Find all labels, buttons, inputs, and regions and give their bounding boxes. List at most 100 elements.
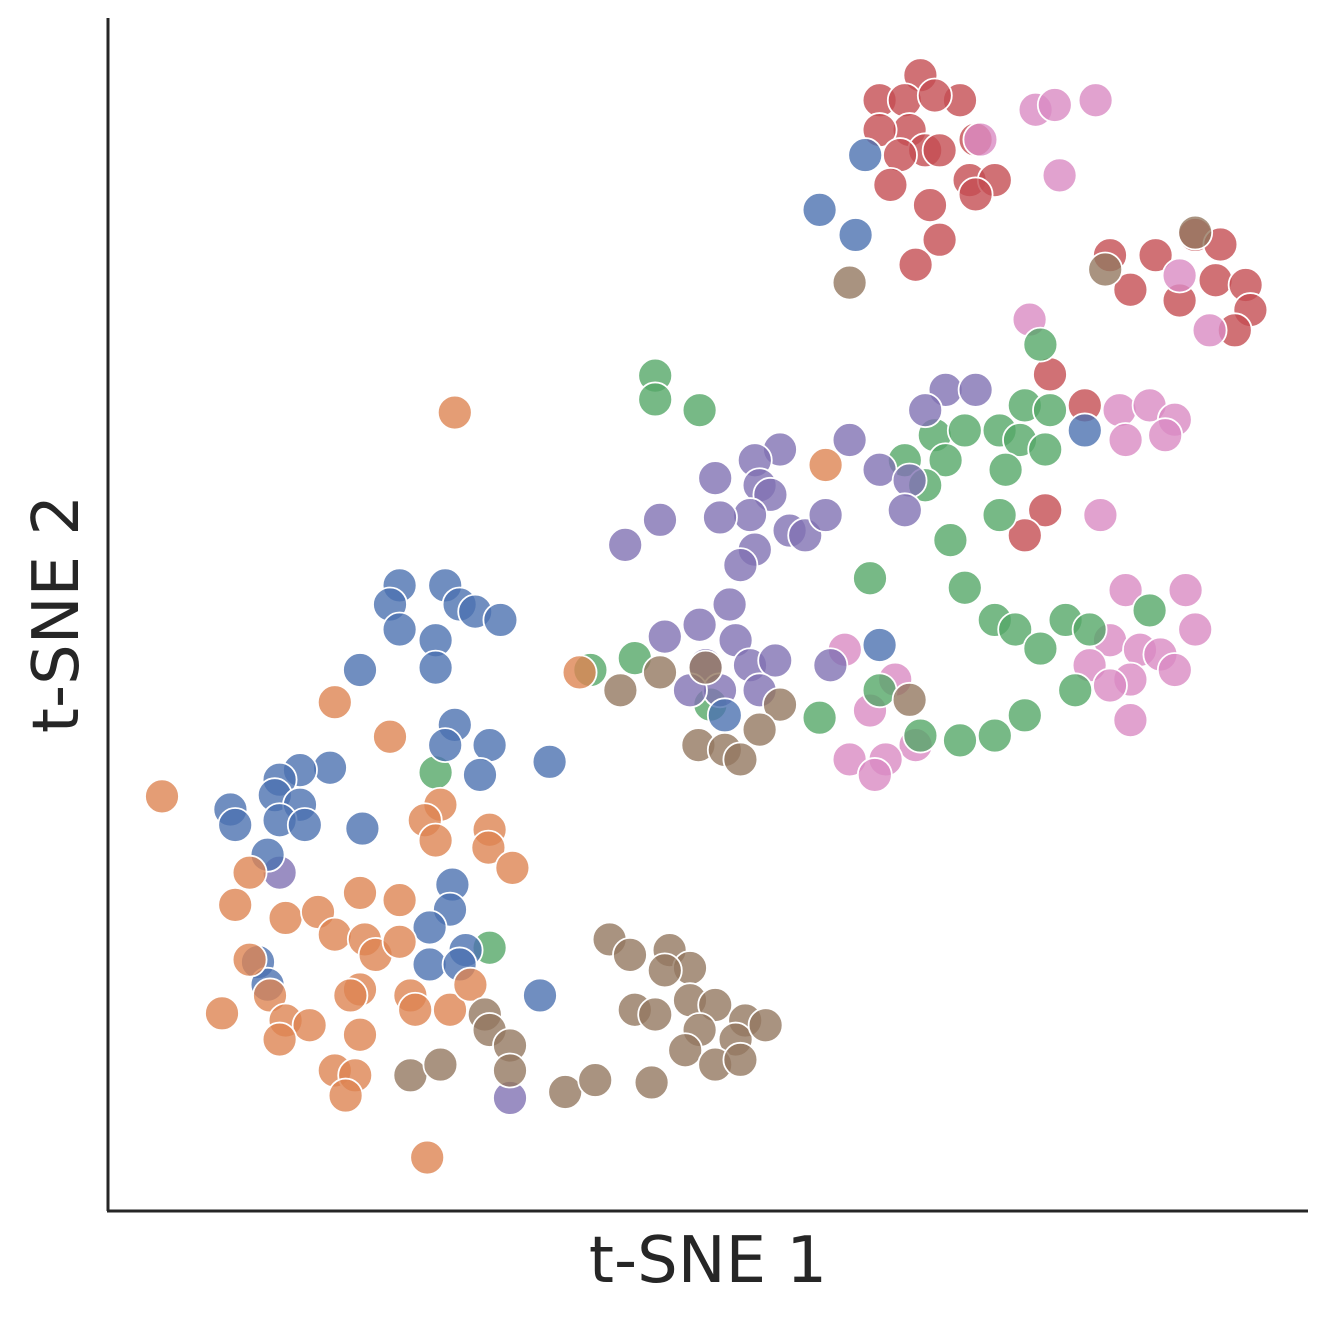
point [411,909,448,946]
point [702,499,738,536]
point [1071,611,1108,648]
point [637,381,674,418]
point [637,996,674,1033]
point [957,176,994,213]
point [861,451,898,488]
point [577,1062,614,1098]
point [316,684,353,721]
point [342,875,378,911]
point [1082,497,1119,533]
points [144,57,1269,1176]
point [411,946,448,983]
point [927,442,964,479]
point [494,849,531,886]
point [332,977,369,1014]
point [144,778,180,815]
point [1077,82,1114,119]
x-axis-label: t-SNE 1 [589,1224,827,1298]
point [837,217,874,253]
point [422,1046,459,1083]
point [891,681,928,718]
point [807,497,844,533]
point [286,807,323,843]
point [722,1041,759,1078]
point [741,711,778,748]
point [831,422,868,458]
point [1092,667,1128,704]
point [732,497,768,533]
point [471,727,508,764]
point [886,82,923,119]
point [1066,412,1103,449]
point [987,451,1024,488]
point [607,526,644,563]
point [1027,431,1064,468]
point [831,264,868,301]
point [1041,157,1078,194]
point [687,649,724,686]
point [492,1052,528,1089]
point [997,611,1034,648]
point [1131,592,1168,629]
point [902,717,939,754]
point [1112,271,1149,308]
point [897,246,934,283]
point [381,882,418,918]
point [342,1016,378,1053]
point [397,991,434,1028]
point [381,611,418,648]
point [697,460,734,497]
point [1177,611,1214,648]
point [976,717,1013,754]
point [291,1007,328,1044]
point [932,522,969,558]
point [886,492,923,529]
point [561,654,598,691]
point [1087,251,1124,288]
point [801,699,838,736]
point [427,727,464,764]
point [1161,257,1198,294]
point [921,132,958,169]
point [417,822,454,859]
point [642,501,678,538]
point [327,1077,364,1114]
point [882,137,918,173]
point [1032,392,1068,429]
point [711,586,748,623]
point [342,652,378,688]
point [957,372,994,408]
point [646,618,683,655]
point [531,743,568,780]
point [392,1057,429,1094]
point [1006,517,1043,554]
point [470,829,507,866]
point [482,602,519,638]
point [417,649,454,686]
point [312,749,348,786]
point [722,547,759,584]
point [1032,356,1068,393]
point [852,560,888,597]
point [801,192,838,228]
point [762,686,798,723]
point [642,654,678,691]
point [912,187,948,224]
point [942,722,978,759]
point [231,854,268,891]
point [602,672,639,709]
point [907,392,944,429]
point [981,497,1018,533]
point [1147,417,1184,454]
point [812,647,849,684]
point [891,462,928,499]
point [807,447,844,483]
point [856,757,893,793]
point [344,810,381,847]
point [267,900,304,936]
point [681,606,718,643]
point [522,977,558,1014]
point [436,394,473,431]
